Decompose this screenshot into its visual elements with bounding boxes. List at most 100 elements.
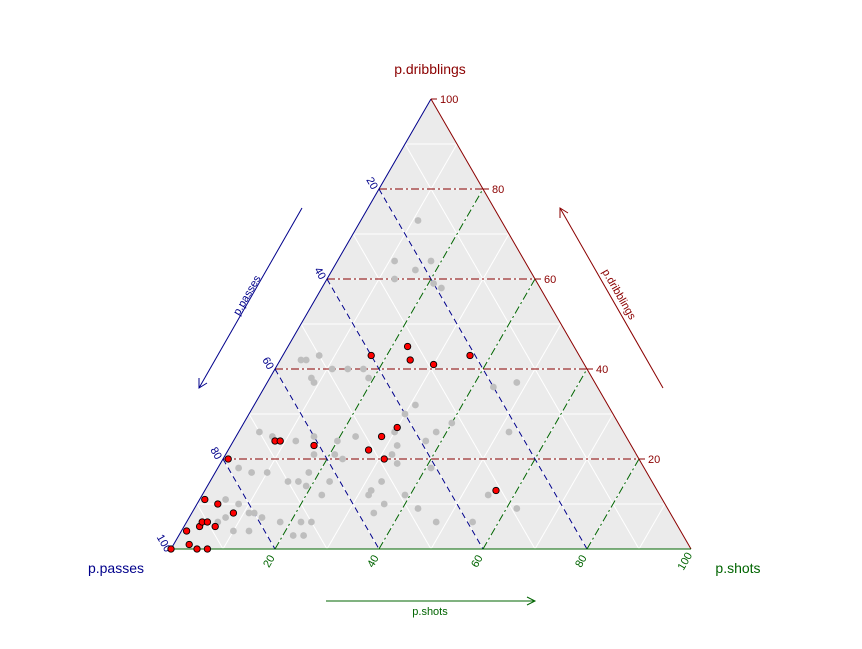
grey-data-point [391,257,398,265]
red-data-point [367,351,375,360]
shots-tick-label: 20 [261,553,278,570]
red-data-point [203,545,212,553]
grey-data-point [412,401,419,409]
grey-data-point [365,491,372,499]
shots-grid-line [274,188,484,550]
grey-data-point [513,379,521,386]
grey-data-point [484,491,492,499]
right-edge [430,98,692,550]
left-edge [170,98,432,550]
grey-data-point [360,365,367,373]
grey-data-point [263,469,271,476]
grey-data-point [513,505,521,512]
grey-data-point [339,455,346,463]
red-data-point [380,455,388,463]
passes-tick-label: 40 [311,265,328,282]
red-data-point [229,509,238,517]
dribblings-tick-label: 80 [492,184,504,196]
grey-data-point [300,532,307,539]
bottom-arrowhead [526,596,537,606]
grey-data-point [305,469,313,476]
grey-data-point [250,509,258,517]
red-data-point [185,540,193,549]
grey-data-point [222,496,230,503]
left-direction-arrow [198,207,303,389]
grey-data-point [380,500,388,508]
shots-grid-line [378,278,536,550]
grey-data-point [256,428,263,436]
left-axis-title: p.passes [88,560,144,576]
shots-grid-line [482,368,588,550]
grey-data-point [432,428,440,436]
red-data-point [310,441,318,450]
shots-tick-label: 40 [365,553,382,570]
right-arrow-label: p.dribblings [599,267,638,322]
grey-data-point [222,514,230,521]
grey-data-point [352,433,359,440]
bottom-arrow-label: p.shots [412,606,448,618]
grey-data-point [401,491,409,499]
dribblings-tick-label: 40 [596,364,608,376]
red-data-point [224,455,232,463]
grey-data-point [292,437,300,445]
grey-data-point [315,352,323,359]
minor-grid-line [326,233,510,550]
minor-grid-line [352,233,536,550]
red-data-point [406,356,414,364]
red-data-point [429,360,438,369]
grey-data-point [295,478,302,485]
minor-grid-line [404,143,640,550]
dribblings-tick-label: 20 [648,454,660,466]
left-arrow-label: p.passes [231,273,264,318]
grey-data-point [276,518,284,526]
grey-data-point [235,500,243,508]
grey-data-point [422,437,430,445]
red-data-point [466,351,474,360]
grey-data-point [393,442,401,449]
grey-data-point [432,518,440,526]
grey-data-point [289,532,297,539]
grey-data-point [248,469,256,476]
passes-tick-label: 80 [207,445,224,462]
passes-tick-label: 60 [259,355,276,372]
grey-data-point [328,365,336,373]
grey-data-point [448,419,456,427]
grey-data-point [388,451,396,458]
grey-data-point [331,451,339,458]
grey-data-point [308,518,315,526]
shots-grid-line [586,458,640,550]
grey-data-point [258,514,266,521]
grey-data-point [334,437,341,445]
grey-data-point [326,478,333,485]
passes-grid-line [274,368,380,550]
passes-tick-label: 20 [363,175,380,192]
right-arrowhead [559,207,569,218]
red-data-point [364,446,373,454]
red-data-point [214,500,222,508]
red-data-point [211,522,219,531]
grey-data-point [378,478,385,485]
grey-data-point [230,527,237,535]
grey-data-point [370,509,378,517]
right-direction-arrow [559,207,664,389]
minor-grid-line [300,323,432,550]
grey-data-point [414,217,422,224]
grey-data-point [393,460,401,467]
passes-grid-line [222,458,276,550]
shots-tick-label: 60 [469,553,486,570]
minor-grid-line [196,503,224,550]
grey-data-point [365,374,372,382]
grey-data-point [414,505,422,512]
red-data-point [403,342,412,351]
grey-data-point [427,464,435,472]
dribblings-tick-label: 100 [440,94,458,106]
red-data-point [492,486,500,495]
grey-data-point [505,428,513,436]
red-data-point [201,495,209,504]
grey-data-point [310,451,318,458]
grey-data-point [302,356,310,364]
shots-tick-label: 100 [676,551,696,573]
grey-data-point [318,491,326,499]
grey-data-point [297,518,305,526]
grey-data-point [302,482,310,490]
